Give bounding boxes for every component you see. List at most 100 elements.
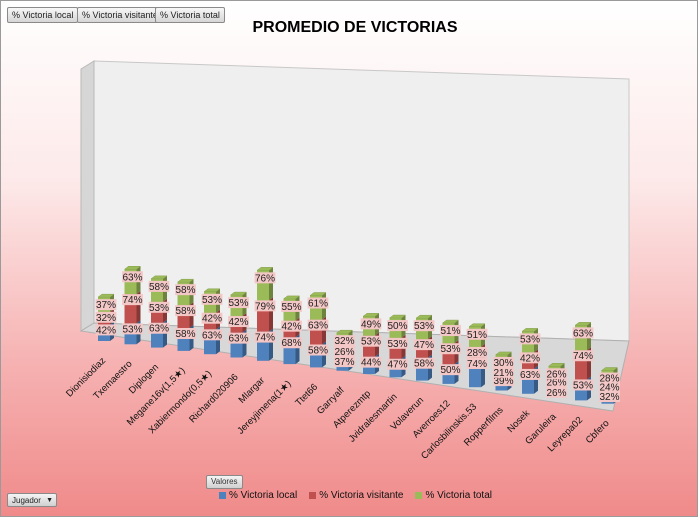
data-label-cat-15-series-0: 39% [493,376,513,387]
category-label-19: Cbfero [584,418,612,446]
data-label-cat-15-series-2: 30% [493,358,513,369]
data-label-bg-cat-16-series-0 [519,368,541,380]
data-label-cat-9-series-1: 26% [334,347,354,358]
data-label-cat-0-series-0: 42% [96,325,116,336]
legend-swatch-local [219,492,226,499]
data-label-cat-12-series-2: 53% [414,321,434,332]
data-label-bg-cat-9-series-2 [334,335,355,347]
data-label-cat-8-series-1: 63% [308,321,328,332]
bar-top-cat-2 [150,275,168,280]
data-label-cat-6-series-2: 76% [255,273,275,284]
data-label-bg-cat-13-series-2 [440,325,461,337]
data-label-cat-2-series-2: 58% [149,282,169,293]
data-label-cat-10-series-2: 49% [361,319,381,330]
data-label-cat-17-series-0: 26% [546,388,566,399]
data-label-cat-17-series-1: 26% [546,378,566,389]
data-label-cat-3-series-2: 58% [175,285,195,296]
data-label-bg-cat-4-series-0 [201,329,223,341]
legend-item-local: % Victoria local [219,490,297,501]
data-label-bg-cat-17-series-2 [546,368,567,380]
bar-top-cat-10 [362,313,380,317]
data-label-bg-cat-15-series-2 [493,356,514,368]
data-label-cat-0-series-1: 32% [96,313,116,324]
bar-top-cat-4 [203,288,221,293]
data-label-cat-17-series-2: 26% [546,369,566,380]
data-label-bg-cat-15-series-1 [493,366,514,378]
data-label-bg-cat-18-series-2 [572,327,594,339]
data-label-bg-cat-1-series-0 [122,323,143,335]
data-label-cat-19-series-1: 24% [599,383,619,394]
field-button-victoria-total[interactable]: % Victoria total [155,7,225,23]
data-label-bg-cat-1-series-2 [122,271,143,283]
data-label-cat-4-series-1: 42% [202,314,222,325]
bar-top-cat-12 [415,314,433,319]
data-label-bg-cat-5-series-2 [228,297,249,309]
data-label-cat-14-series-0: 74% [467,359,487,370]
bar-top-cat-14 [468,323,486,328]
data-label-bg-cat-13-series-0 [440,364,461,376]
data-label-bg-cat-12-series-0 [413,357,435,369]
data-label-cat-3-series-0: 58% [175,329,195,340]
data-label-cat-18-series-0: 53% [573,380,593,391]
data-label-bg-cat-12-series-1 [413,339,435,351]
data-label-bg-cat-1-series-1 [122,294,143,306]
data-label-bg-cat-6-series-0 [254,331,276,343]
data-label-cat-11-series-2: 50% [387,321,407,332]
data-label-cat-14-series-2: 51% [467,330,487,341]
chart-back-wall [93,60,630,342]
data-label-bg-cat-7-series-1 [281,320,302,332]
data-label-cat-19-series-2: 28% [599,374,619,385]
legend-label-visitante: % Victoria visitante [319,490,404,501]
data-label-bg-cat-8-series-0 [307,344,329,356]
data-label-bg-cat-10-series-0 [360,356,382,368]
data-label-bg-cat-5-series-1 [228,316,249,328]
bar-top-cat-1 [123,266,142,270]
bars-group: 42%32%37%53%74%63%63%53%58%58%58%58%63%4… [95,266,620,404]
bar-top-cat-9 [335,329,354,334]
jugador-filter-label: Jugador [12,496,41,505]
legend: % Victoria local % Victoria visitante % … [219,490,492,501]
jugador-filter-button[interactable]: Jugador ▼ [7,493,57,507]
bar-top-cat-0 [97,293,115,298]
data-label-bg-cat-6-series-2 [254,272,276,284]
data-label-bg-cat-10-series-2 [360,318,382,330]
legend-item-total: % Victoria total [415,490,492,501]
data-label-cat-1-series-2: 63% [122,272,142,283]
data-label-bg-cat-17-series-0 [546,386,567,398]
category-label-8: Ttet66 [293,382,320,409]
data-label-cat-8-series-0: 58% [308,345,328,356]
data-label-cat-18-series-2: 63% [573,328,593,339]
data-label-cat-7-series-1: 42% [281,322,301,333]
data-label-cat-12-series-1: 47% [414,340,434,351]
data-label-cat-9-series-0: 37% [334,357,354,368]
valores-button[interactable]: Valores [206,475,243,489]
data-label-cat-12-series-0: 58% [414,359,434,370]
data-label-bg-cat-8-series-2 [307,297,329,309]
data-label-bg-cat-14-series-1 [466,346,488,358]
legend-item-visitante: % Victoria visitante [309,490,403,501]
data-label-bg-cat-13-series-1 [440,343,461,355]
data-label-bg-cat-4-series-1 [201,312,223,324]
data-label-bg-cat-10-series-1 [360,335,382,347]
bar-top-cat-18 [574,322,592,326]
data-label-cat-14-series-1: 28% [467,348,487,359]
data-label-bg-cat-14-series-0 [466,357,488,369]
data-label-cat-13-series-1: 53% [440,344,460,355]
data-label-bg-cat-9-series-0 [334,356,355,368]
data-label-cat-8-series-2: 61% [308,299,328,310]
data-label-bg-cat-11-series-2 [387,320,408,332]
data-label-bg-cat-19-series-2 [599,372,620,384]
data-label-bg-cat-18-series-0 [572,379,594,391]
data-label-bg-cat-9-series-1 [334,345,355,357]
category-label-7: Jereyjimena(1★) [235,378,293,436]
bar-top-cat-3 [176,278,195,283]
data-label-cat-0-series-2: 37% [96,300,116,311]
data-label-bg-cat-0-series-1 [95,311,117,323]
data-label-bg-cat-17-series-1 [546,376,567,388]
legend-label-total: % Victoria total [425,490,492,501]
legend-label-local: % Victoria local [229,490,298,501]
data-label-bg-cat-7-series-0 [281,337,302,349]
data-label-bg-cat-2-series-1 [148,301,170,313]
legend-swatch-visitante [309,492,317,499]
data-label-cat-10-series-1: 53% [361,337,381,348]
